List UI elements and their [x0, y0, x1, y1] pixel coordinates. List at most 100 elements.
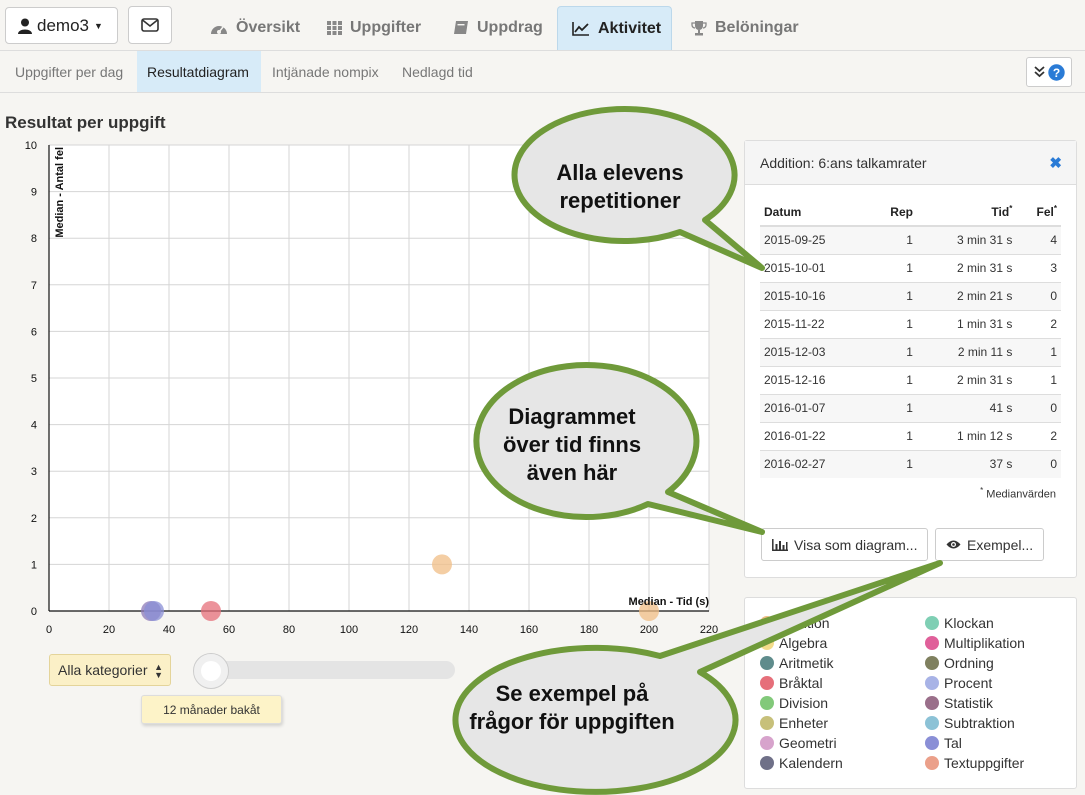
legend-item[interactable]: Aritmetik: [760, 653, 833, 673]
examples-button[interactable]: Exempel...: [935, 528, 1045, 561]
cell-errors: 4: [1016, 225, 1061, 254]
cell-date: 2015-09-25: [760, 225, 869, 254]
close-icon[interactable]: ✖: [1049, 155, 1062, 172]
legend-label: Bråktal: [779, 675, 823, 691]
legend-item[interactable]: Addition: [760, 613, 830, 633]
cell-errors: 1: [1016, 365, 1061, 394]
time-range-slider-track[interactable]: [205, 661, 455, 679]
x-tick-label: 140: [460, 624, 478, 636]
legend-label: Ordning: [944, 655, 994, 671]
y-axis-label: Median - Antal fel: [54, 147, 66, 238]
eye-icon: [946, 540, 961, 549]
subtab-label: Resultatdiagram: [147, 63, 249, 80]
subtab-uppgifter-per-dag[interactable]: Uppgifter per dag: [5, 51, 133, 92]
legend-label: Multiplikation: [944, 635, 1025, 651]
cell-time: 37 s: [916, 449, 1017, 478]
cell-errors: 2: [1016, 309, 1061, 338]
show-as-chart-button[interactable]: Visa som diagram...: [761, 528, 929, 561]
cell-rep: 1: [868, 365, 917, 394]
repetitions-table: Datum Rep Tid* Fel* 2015-09-25 1 3 min 31 …: [760, 198, 1061, 478]
column-header-time: Tid*: [916, 198, 1017, 227]
dashboard-icon: [210, 21, 228, 35]
legend-item[interactable]: Multiplikation: [925, 633, 1025, 653]
grid-icon: [327, 21, 342, 35]
legend-item[interactable]: Subtraktion: [925, 713, 1015, 733]
time-range-slider-handle[interactable]: [193, 653, 229, 689]
legend-color-dot: [925, 676, 939, 690]
x-tick-label: 40: [163, 624, 175, 636]
cell-time: 2 min 11 s: [916, 337, 1017, 366]
help-toggle-button[interactable]: ?: [1026, 57, 1072, 87]
messages-button[interactable]: [128, 6, 172, 44]
legend-label: Statistik: [944, 695, 994, 711]
subtab-intjanade-nompix[interactable]: Intjänade nompix: [262, 51, 389, 92]
legend-label: Enheter: [779, 715, 829, 731]
cell-errors: 0: [1016, 449, 1061, 478]
column-header-errors: Fel*: [1016, 198, 1061, 227]
book-icon: [453, 21, 469, 35]
tab-oversikt[interactable]: Översikt: [196, 6, 314, 50]
cell-date: 2016-01-07: [760, 393, 869, 422]
cell-time: 3 min 31 s: [916, 225, 1017, 254]
y-tick-label: 1: [31, 559, 37, 571]
legend-item[interactable]: Division: [760, 693, 828, 713]
subtab-nedlagd-tid[interactable]: Nedlagd tid: [392, 51, 483, 92]
select-arrows-icon: ▲ ▼: [154, 662, 163, 680]
legend-color-dot: [925, 736, 939, 750]
legend-item[interactable]: Textuppgifter: [925, 753, 1024, 773]
legend-item[interactable]: Statistik: [925, 693, 993, 713]
scatter-chart: 0 20 40 60 80 100 120 140 160 180 200 220 0 1 2 3 4 5 6 7 8 9…: [25, 140, 718, 636]
callout-text: Se exempel på: [496, 681, 650, 706]
tab-label: Aktivitet: [598, 19, 662, 37]
legend-label: Kalendern: [779, 755, 843, 771]
help-icon: ?: [1047, 63, 1065, 81]
legend-item[interactable]: Tal: [925, 733, 962, 753]
legend-item[interactable]: Algebra: [760, 633, 827, 653]
y-tick-label: 10: [25, 140, 37, 152]
tab-uppdrag[interactable]: Uppdrag: [439, 6, 557, 50]
tab-uppgifter[interactable]: Uppgifter: [313, 6, 435, 50]
category-select[interactable]: Alla kategorier ▲ ▼: [49, 654, 171, 686]
cell-rep: 1: [868, 225, 917, 254]
cell-time: 1 min 31 s: [916, 309, 1017, 338]
data-point: [432, 554, 452, 575]
cell-date: 2015-12-03: [760, 337, 869, 366]
legend-color-dot: [925, 656, 939, 670]
legend-color-dot: [925, 636, 939, 650]
legend-item[interactable]: Kalendern: [760, 753, 843, 773]
tab-beloningar[interactable]: Belöningar: [677, 6, 813, 50]
cell-date: 2015-10-16: [760, 281, 869, 310]
tab-label: Uppgifter: [350, 19, 422, 36]
legend-color-dot: [925, 756, 939, 770]
column-header-rep: Rep: [868, 198, 917, 227]
y-tick-label: 8: [31, 233, 37, 245]
legend-item[interactable]: Klockan: [925, 613, 994, 633]
legend-color-dot: [925, 696, 939, 710]
legend-item[interactable]: Ordning: [925, 653, 994, 673]
cell-errors: 1: [1016, 337, 1061, 366]
user-name: demo3: [37, 15, 89, 35]
tab-aktivitet[interactable]: Aktivitet: [557, 6, 672, 50]
slider-tooltip: 12 månader bakåt: [141, 695, 282, 724]
cell-time: 2 min 31 s: [916, 365, 1017, 394]
legend-label: Tal: [944, 735, 962, 751]
legend-item[interactable]: Procent: [925, 673, 992, 693]
cell-rep: 1: [868, 337, 917, 366]
median-footnote: * Medianvärden: [980, 486, 1056, 501]
legend-label: Addition: [779, 615, 830, 631]
subtab-resultatdiagram[interactable]: Resultatdiagram: [137, 51, 261, 92]
panel-title: Addition: 6:ans talkamrater: [760, 154, 927, 171]
legend-label: Geometri: [779, 735, 837, 751]
bar-chart-icon: [772, 538, 788, 551]
examples-label: Exempel...: [967, 536, 1034, 553]
cell-date: 2016-01-22: [760, 421, 869, 450]
cell-rep: 1: [868, 421, 917, 450]
section-title: Resultat per uppgift: [5, 113, 166, 132]
legend-item[interactable]: Bråktal: [760, 673, 823, 693]
legend-item[interactable]: Geometri: [760, 733, 837, 753]
legend-item[interactable]: Enheter: [760, 713, 828, 733]
envelope-icon: [141, 18, 159, 32]
user-menu-button[interactable]: demo3 ▼: [5, 7, 118, 44]
